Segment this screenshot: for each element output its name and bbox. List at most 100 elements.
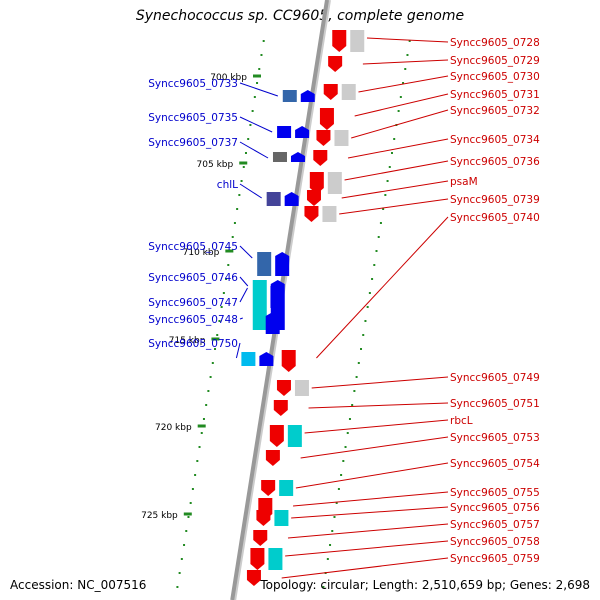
reverse-gene-box: [350, 30, 365, 52]
reverse-gene-leader: [339, 198, 449, 215]
reverse-gene-leader: [287, 523, 449, 539]
track-dot: [337, 488, 340, 490]
forward-gene-arrow: [290, 152, 305, 162]
reverse-gene-arrow: [316, 130, 331, 146]
track-dot: [399, 96, 402, 98]
track-dot: [386, 180, 389, 182]
track-dot: [384, 194, 387, 196]
track-dot: [176, 586, 179, 588]
forward-gene-arrow: [259, 352, 274, 366]
track-dot: [329, 544, 332, 546]
reverse-gene-arrow: [276, 380, 291, 396]
reverse-gene-label: Syncc9605_0755: [450, 487, 540, 499]
accession-text: Accession: NC_007516: [10, 578, 147, 592]
reverse-gene-leader: [300, 436, 449, 459]
forward-gene-leader: [239, 116, 273, 133]
track-dot: [196, 460, 199, 462]
track-dot: [189, 502, 192, 504]
track-dot: [194, 474, 197, 476]
scale-tick-label: 720 kbp: [155, 423, 192, 433]
reverse-gene-label: Syncc9605_0757: [450, 519, 540, 531]
reverse-gene-box: [279, 480, 294, 496]
track-dot: [233, 222, 236, 224]
reverse-gene-box: [274, 510, 289, 526]
track-dot: [242, 166, 245, 168]
track-dot: [187, 516, 190, 518]
track-dots: [176, 40, 411, 588]
track-dot: [390, 152, 393, 154]
reverse-gene-arrow: [261, 480, 276, 496]
track-dot: [364, 320, 367, 322]
track-dot: [402, 82, 405, 84]
reverse-gene-label: Syncc9605_0734: [450, 134, 540, 146]
track-dot: [388, 166, 391, 168]
forward-gene-leader: [239, 141, 269, 159]
track-dot: [340, 474, 343, 476]
reverse-gene-label: Syncc9605_0730: [450, 71, 540, 83]
reverse-gene-arrow: [306, 190, 321, 206]
forward-gene-leader: [239, 276, 249, 287]
track-dot: [346, 432, 349, 434]
track-dot: [373, 264, 376, 266]
forward-gene-box: [252, 280, 267, 330]
track-dot: [335, 502, 338, 504]
forward-gene-leader: [235, 342, 241, 359]
reverse-gene-leader: [358, 75, 449, 93]
track-dot: [218, 320, 221, 322]
reverse-gene-label: Syncc9605_0754: [450, 458, 540, 470]
reverse-gene-arrow: [332, 30, 347, 52]
track-dot: [375, 250, 378, 252]
reverse-gene-leader: [351, 109, 449, 139]
reverse-gene-leader: [285, 540, 449, 557]
track-dot: [366, 306, 369, 308]
scale-tick-label: 725 kbp: [141, 511, 178, 521]
reverse-gene-arrow: [319, 108, 334, 130]
track-dot: [353, 390, 356, 392]
track-dot: [260, 54, 263, 56]
track-dot: [251, 110, 254, 112]
forward-gene-arrow: [284, 192, 299, 206]
reverse-gene-arrow: [269, 425, 284, 447]
reverse-gene-leader: [293, 491, 449, 507]
track-dot: [393, 138, 396, 140]
track-dot: [362, 334, 365, 336]
reverse-gene-label: Syncc9605_0736: [450, 156, 540, 168]
reverse-gene-box: [294, 380, 309, 396]
reverse-gene-leader: [295, 462, 449, 489]
reverse-gene-arrow: [328, 56, 343, 72]
track-dot: [240, 180, 243, 182]
gene-features: [241, 30, 365, 586]
reverse-gene-arrow: [273, 400, 288, 416]
reverse-gene-arrow: [265, 450, 280, 466]
track-dot: [355, 376, 358, 378]
forward-gene-arrow: [275, 252, 290, 276]
reverse-gene-arrow: [323, 84, 338, 100]
reverse-gene-box: [268, 548, 283, 570]
scale-tick-label: 700 kbp: [210, 73, 247, 83]
reverse-gene-arrow: [250, 548, 265, 570]
reverse-gene-label: Syncc9605_0740: [450, 212, 540, 224]
reverse-gene-arrow: [304, 206, 319, 222]
scale-tick-label: 715 kbp: [169, 336, 206, 346]
track-dot: [220, 306, 223, 308]
track-dot: [342, 460, 345, 462]
track-dot: [360, 348, 363, 350]
track-dot: [333, 516, 336, 518]
genome-summary-text: Topology: circular; Length: 2,510,659 bp…: [260, 578, 590, 592]
genome-title: Synechococcus sp. CC9605, complete genom…: [135, 8, 465, 24]
track-dot: [371, 278, 374, 280]
track-dot: [209, 376, 212, 378]
reverse-gene-label: Syncc9605_0753: [450, 432, 540, 444]
reverse-gene-label: Syncc9605_0758: [450, 536, 540, 548]
track-dot: [258, 68, 261, 70]
forward-gene-box: [277, 126, 292, 138]
reverse-gene-label: Syncc9605_0739: [450, 194, 540, 206]
track-dot: [202, 418, 205, 420]
scale-tick-label: 710 kbp: [183, 248, 220, 258]
reverse-gene-label: Syncc9605_0751: [450, 398, 540, 410]
forward-gene-label: Syncc9605_0735: [148, 112, 238, 124]
scale-tick-label: 705 kbp: [197, 160, 234, 170]
track-dot: [183, 544, 186, 546]
track-dot: [344, 446, 347, 448]
reverse-gene-leader: [308, 402, 449, 409]
